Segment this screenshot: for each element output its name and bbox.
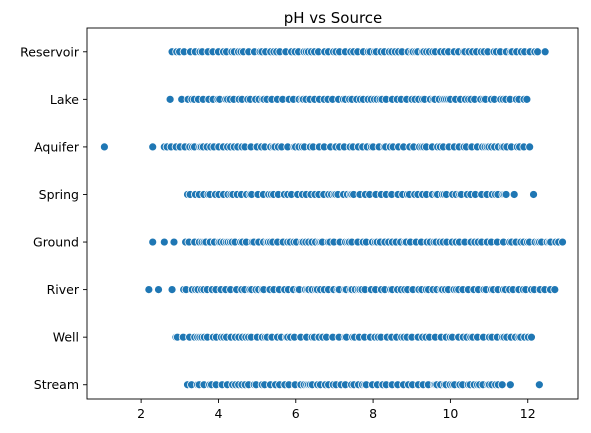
x-tick-label: 8 xyxy=(369,406,377,421)
x-tick-label: 12 xyxy=(520,406,536,421)
y-tick-label-well: Well xyxy=(53,330,79,345)
point-stream xyxy=(534,380,544,390)
point-aquifer xyxy=(148,142,158,152)
y-tick-label-spring: Spring xyxy=(39,187,79,202)
point-reservoir xyxy=(533,47,542,57)
point-ground xyxy=(159,237,169,247)
x-tick-label: 2 xyxy=(137,406,145,421)
axes: 2 4 6 8 10 12 Reservoir Lake Aquifer Spring Ground… xyxy=(20,44,536,421)
point-reservoir xyxy=(540,47,550,57)
point-lake xyxy=(522,94,532,104)
data-points xyxy=(100,47,567,390)
y-tick-label-lake: Lake xyxy=(50,92,79,107)
point-river xyxy=(550,285,560,295)
x-tick-label: 4 xyxy=(214,406,222,421)
point-river xyxy=(154,285,163,295)
point-spring xyxy=(509,190,519,199)
point-stream xyxy=(497,380,507,390)
y-tick-label-reservoir: Reservoir xyxy=(20,44,80,59)
point-lake xyxy=(165,94,175,104)
point-river xyxy=(144,285,154,295)
point-aquifer xyxy=(100,142,109,152)
point-ground xyxy=(169,237,179,247)
point-ground xyxy=(558,237,567,247)
point-well xyxy=(527,332,536,342)
y-tick-label-ground: Ground xyxy=(33,235,79,250)
y-tick-label-river: River xyxy=(47,282,80,297)
point-stream xyxy=(505,380,515,390)
point-river xyxy=(167,285,177,295)
point-ground xyxy=(148,237,158,247)
point-aquifer xyxy=(525,142,535,152)
x-tick-label: 6 xyxy=(292,406,300,421)
chart-title: pH vs Source xyxy=(284,9,383,27)
y-tick-label-aquifer: Aquifer xyxy=(34,139,80,154)
point-spring xyxy=(529,190,538,199)
plot-frame xyxy=(86,27,579,400)
y-tick-label-stream: Stream xyxy=(34,377,79,392)
x-tick-label: 10 xyxy=(442,406,458,421)
point-spring xyxy=(501,190,511,199)
